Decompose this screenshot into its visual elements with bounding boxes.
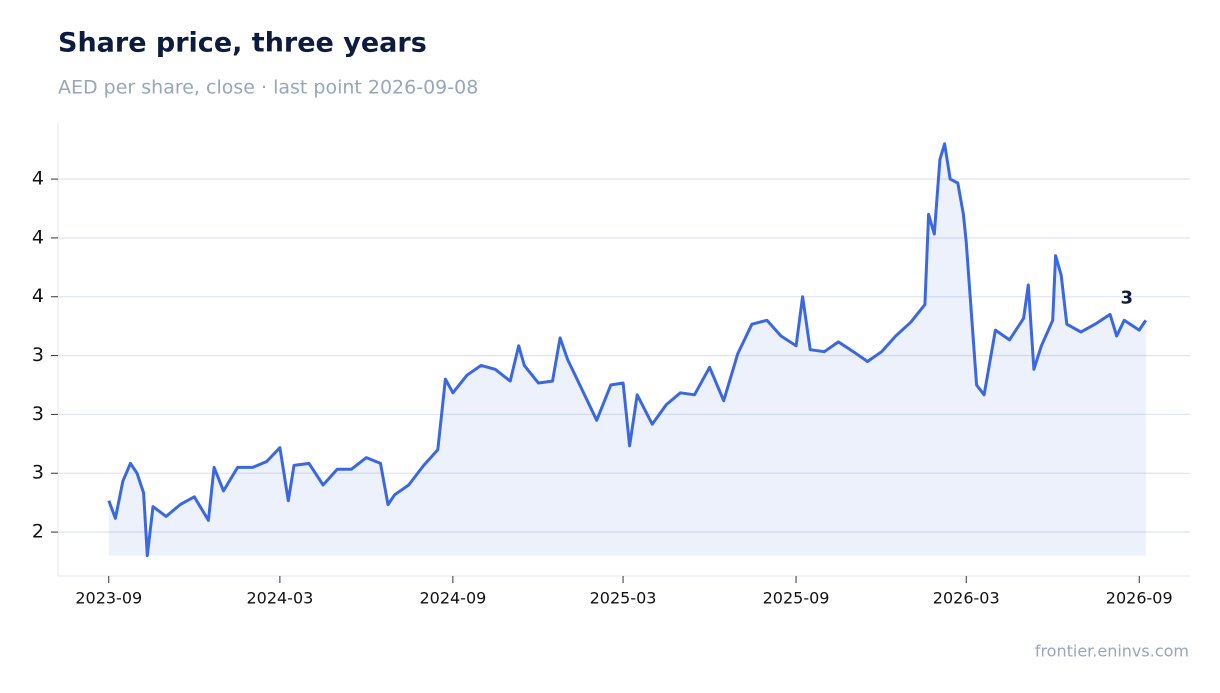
x-tick-label: 2024-03 bbox=[246, 589, 313, 608]
chart-subtitle: AED per share, close · last point 2026-0… bbox=[58, 77, 478, 99]
source: frontier.eninvs.com bbox=[1035, 642, 1189, 661]
y-tick-label: 2 bbox=[32, 521, 44, 543]
y-tick-label: 4 bbox=[32, 226, 44, 248]
y-tick-label: 3 bbox=[32, 403, 44, 425]
chart-title: Share price, three years bbox=[58, 28, 427, 59]
x-tick-label: 2023-09 bbox=[75, 589, 142, 608]
x-tick-label: 2026-03 bbox=[933, 589, 1000, 608]
y-tick-label: 3 bbox=[32, 344, 44, 366]
y-tick-label: 4 bbox=[32, 168, 44, 190]
y-tick-label: 4 bbox=[32, 285, 44, 307]
y-tick-label: 3 bbox=[32, 462, 44, 484]
x-tick-label: 2025-03 bbox=[590, 589, 657, 608]
x-tick-label: 2026-09 bbox=[1106, 589, 1173, 608]
line bbox=[107, 142, 1148, 558]
area bbox=[108, 143, 1146, 556]
last-value-label: 3 bbox=[1121, 287, 1134, 308]
x-tick-label: 2024-09 bbox=[419, 589, 486, 608]
x-tick-label: 2025-09 bbox=[763, 589, 830, 608]
